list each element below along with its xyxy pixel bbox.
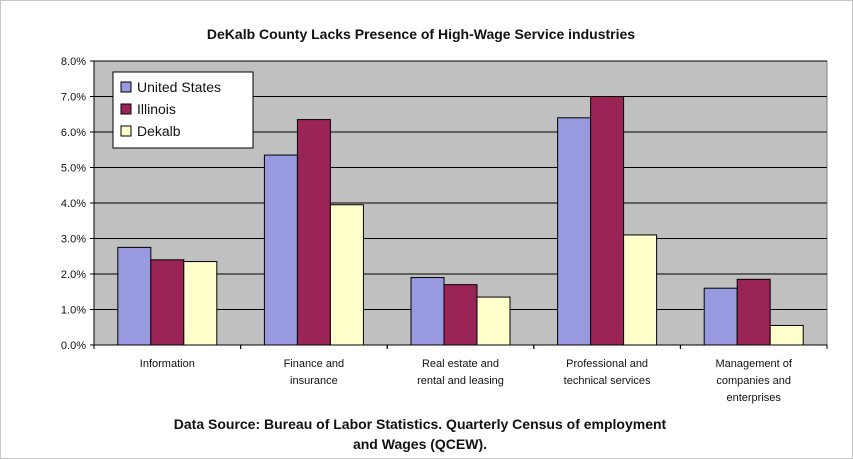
legend-box <box>112 71 254 149</box>
data-source-line-2: and Wages (QCEW). <box>353 436 487 452</box>
bar-illinois <box>150 259 185 346</box>
legend-swatch <box>120 103 132 115</box>
bar-united-states <box>410 277 445 346</box>
bar-dekalb <box>769 324 804 346</box>
legend: United States Illinois Dekalb <box>112 71 254 149</box>
bar-dekalb <box>623 234 658 346</box>
data-source-line-1: Data Source: Bureau of Labor Statistics.… <box>174 416 667 432</box>
y-tick-label: 1.0% <box>61 305 86 317</box>
category-label: rental and leasing <box>417 375 504 387</box>
category-label: technical services <box>564 375 651 387</box>
category-label: companies and <box>716 375 791 387</box>
y-tick-label: 7.0% <box>61 92 86 104</box>
bar-illinois <box>296 119 331 346</box>
legend-label: United States <box>137 79 221 95</box>
category-label: Professional and <box>566 358 648 370</box>
bar-united-states <box>263 154 298 346</box>
category-label: Management of <box>715 358 792 370</box>
y-tick-label: 2.0% <box>61 269 86 281</box>
legend-swatch <box>120 81 132 93</box>
y-tick-label: 0.0% <box>61 340 86 352</box>
bar-united-states <box>703 287 738 346</box>
bar-dekalb <box>183 261 218 346</box>
legend-label: Illinois <box>137 101 176 117</box>
bar-united-states <box>557 117 592 346</box>
bar-dekalb <box>329 204 364 346</box>
y-tick-label: 3.0% <box>61 234 86 246</box>
category-label: Finance and <box>284 358 345 370</box>
y-tick-label: 8.0% <box>61 56 86 68</box>
y-tick-label: 6.0% <box>61 127 86 139</box>
y-axis: 0.0% 1.0% 2.0% 3.0% 4.0% 5.0% 6.0% 7.0% 8.0% <box>61 56 95 352</box>
bar-illinois <box>590 96 625 346</box>
category-label: Information <box>140 358 195 370</box>
bar-united-states <box>117 246 152 346</box>
y-tick-label: 4.0% <box>61 198 86 210</box>
y-tick-label: 5.0% <box>61 163 86 175</box>
bar-dekalb <box>476 296 511 346</box>
chart-title: DeKalb County Lacks Presence of High-Wag… <box>207 26 635 42</box>
legend-swatch <box>120 125 132 137</box>
bars <box>117 96 804 346</box>
legend-label: Dekalb <box>137 123 181 139</box>
category-label: Real estate and <box>422 358 499 370</box>
category-label: insurance <box>290 375 338 387</box>
bar-illinois <box>736 278 771 346</box>
category-label: enterprises <box>726 392 781 404</box>
bar-illinois <box>443 284 478 346</box>
x-axis: Information Finance and insurance Real esta… <box>93 344 828 404</box>
